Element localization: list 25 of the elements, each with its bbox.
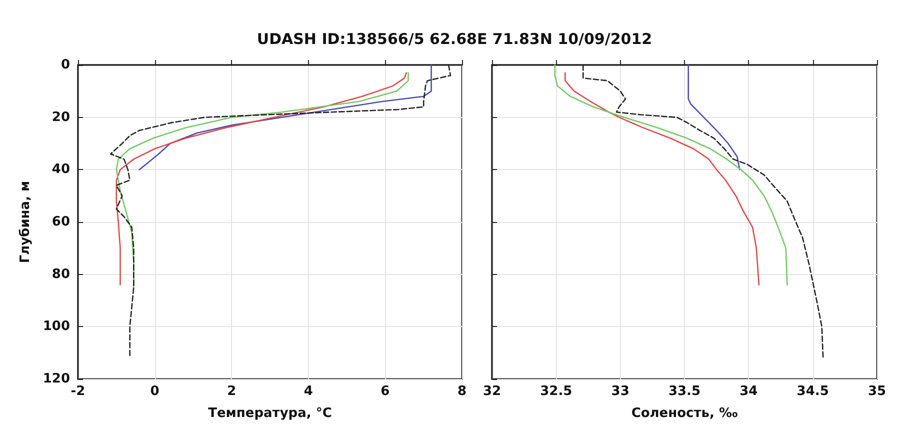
x-tick-label: 33 bbox=[611, 384, 630, 399]
chart-title: UDASH ID:138566/5 62.68E 71.83N 10/09/2012 bbox=[256, 30, 654, 48]
x-tick-label: 2 bbox=[227, 384, 236, 399]
y-axis-title: Глубина, м bbox=[18, 180, 33, 264]
line-series bbox=[138, 64, 432, 170]
y-tick-label: 80 bbox=[52, 266, 70, 282]
x-axis-title: Температура, °C bbox=[208, 406, 332, 421]
x-tick-label: 34.5 bbox=[796, 384, 829, 399]
y-tick-label: 60 bbox=[52, 214, 70, 230]
x-tick-label: 6 bbox=[380, 384, 390, 399]
y-tick-label: 20 bbox=[52, 110, 70, 125]
x-tick-label: 8 bbox=[457, 384, 467, 399]
x-tick-label: 32.5 bbox=[540, 384, 572, 399]
x-axis-title: Соленость, ‰ bbox=[631, 406, 738, 421]
x-tick-label: 32 bbox=[482, 384, 502, 399]
x-tick-label: 0 bbox=[150, 384, 160, 399]
x-tick-label: 34 bbox=[740, 384, 758, 399]
x-tick-label: 33.5 bbox=[668, 384, 701, 399]
y-tick-label: 0 bbox=[60, 58, 70, 72]
y-tick-label: 40 bbox=[52, 162, 70, 178]
x-tick-label: 35 bbox=[868, 384, 886, 399]
y-tick-label: 120 bbox=[42, 372, 70, 386]
x-tick-label: 4 bbox=[304, 384, 313, 399]
y-tick-label: 100 bbox=[42, 319, 70, 334]
x-tick-label: -2 bbox=[70, 384, 86, 399]
